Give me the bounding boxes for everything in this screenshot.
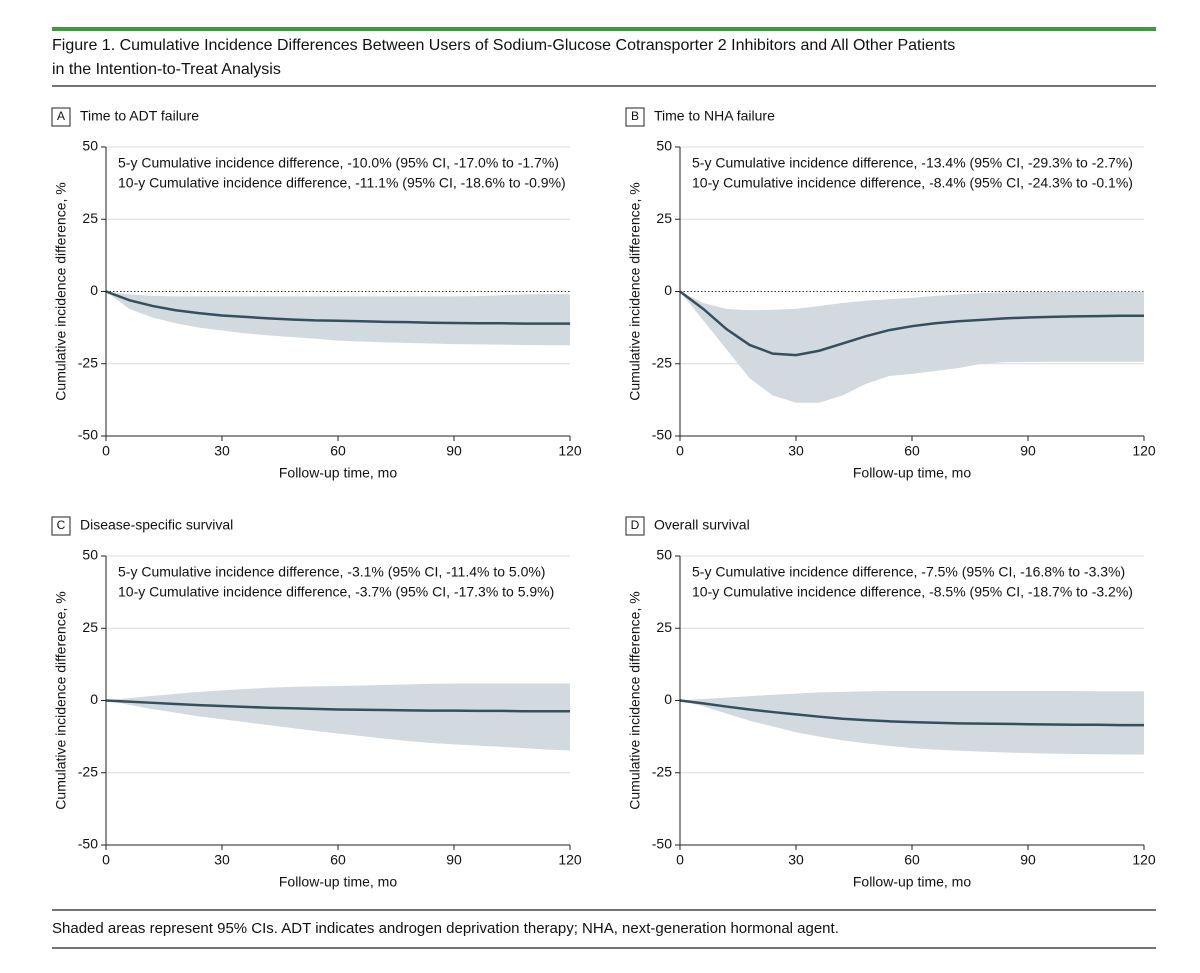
x-tick-label: 60 — [330, 443, 346, 459]
x-tick-label: 120 — [558, 443, 582, 459]
x-tick-label: 60 — [330, 852, 346, 868]
y-tick-label: 50 — [82, 138, 98, 154]
panel-title: Time to ADT failure — [80, 108, 199, 124]
panel-label: A — [57, 109, 65, 123]
panel-label: B — [631, 109, 639, 123]
figure-title: Figure 1. Cumulative Incidence Differenc… — [52, 37, 955, 54]
y-tick-label: -25 — [652, 763, 672, 779]
x-tick-label: 60 — [904, 443, 920, 459]
annotation: 5-y Cumulative incidence difference, -13… — [692, 155, 1133, 171]
ci-band — [106, 683, 570, 751]
panel-title: Time to NHA failure — [654, 108, 775, 124]
x-tick-label: 30 — [788, 443, 804, 459]
x-tick-label: 0 — [102, 443, 110, 459]
panel-label-box — [625, 516, 645, 536]
x-tick-label: 60 — [904, 852, 920, 868]
figure-title: in the Intention-to-Treat Analysis — [52, 61, 281, 78]
y-axis-label: Cumulative incidence difference, % — [53, 591, 69, 809]
x-tick-label: 90 — [446, 443, 462, 459]
y-tick-label: 25 — [82, 210, 98, 226]
y-axis-label: Cumulative incidence difference, % — [627, 591, 643, 809]
estimate-line — [679, 699, 1144, 727]
x-tick-label: 90 — [1020, 443, 1036, 459]
y-tick-label: -25 — [78, 354, 98, 370]
annotation: 10-y Cumulative incidence difference, -8… — [692, 584, 1133, 600]
y-tick-label: 0 — [664, 282, 672, 298]
x-tick-label: 120 — [1132, 852, 1156, 868]
x-axis-label: Follow-up time, mo — [279, 465, 397, 481]
y-tick-label: 50 — [656, 138, 672, 154]
y-tick-label: 50 — [656, 547, 672, 563]
x-tick-label: 0 — [676, 852, 684, 868]
y-tick-label: 25 — [656, 619, 672, 635]
y-tick-label: -25 — [652, 354, 672, 370]
panel-label: C — [57, 518, 66, 532]
y-tick-label: 25 — [656, 210, 672, 226]
estimate-line — [679, 290, 1144, 357]
panel-title: Overall survival — [654, 517, 750, 533]
panel-title: Disease-specific survival — [80, 517, 233, 533]
x-axis-label: Follow-up time, mo — [279, 874, 397, 890]
annotation: 10-y Cumulative incidence difference, -8… — [692, 175, 1133, 191]
y-tick-label: 0 — [90, 282, 98, 298]
y-axis-label: Cumulative incidence difference, % — [627, 182, 643, 400]
annotation: 5-y Cumulative incidence difference, -3.… — [118, 564, 545, 580]
panel-label-box — [51, 516, 71, 536]
annotation: 10-y Cumulative incidence difference, -3… — [118, 584, 554, 600]
y-tick-label: 25 — [82, 619, 98, 635]
x-tick-label: 30 — [788, 852, 804, 868]
annotation: 10-y Cumulative incidence difference, -1… — [118, 175, 566, 191]
estimate-line — [105, 290, 570, 325]
panel-label: D — [631, 518, 640, 532]
x-tick-label: 120 — [558, 852, 582, 868]
panel-label-box — [625, 107, 645, 127]
x-tick-label: 30 — [214, 852, 230, 868]
estimate-line — [105, 699, 570, 713]
panel-label-box — [51, 107, 71, 127]
annotation: 5-y Cumulative incidence difference, -10… — [118, 155, 559, 171]
ci-band — [680, 291, 1144, 403]
y-axis-label: Cumulative incidence difference, % — [53, 182, 69, 400]
y-tick-label: -25 — [78, 763, 98, 779]
x-axis-label: Follow-up time, mo — [853, 874, 971, 890]
x-tick-label: 90 — [1020, 852, 1036, 868]
y-tick-label: 0 — [664, 691, 672, 707]
annotation: 5-y Cumulative incidence difference, -7.… — [692, 564, 1125, 580]
x-tick-label: 120 — [1132, 443, 1156, 459]
top-bar — [52, 27, 1156, 31]
y-tick-label: -50 — [78, 836, 98, 852]
y-tick-label: -50 — [652, 427, 672, 443]
y-tick-label: 0 — [90, 691, 98, 707]
y-tick-label: -50 — [78, 427, 98, 443]
x-tick-label: 0 — [676, 443, 684, 459]
ci-band — [106, 291, 570, 346]
footnote: Shaded areas represent 95% CIs. ADT indi… — [52, 920, 839, 937]
x-tick-label: 0 — [102, 852, 110, 868]
x-tick-label: 90 — [446, 852, 462, 868]
x-axis-label: Follow-up time, mo — [853, 465, 971, 481]
x-tick-label: 30 — [214, 443, 230, 459]
y-tick-label: -50 — [652, 836, 672, 852]
y-tick-label: 50 — [82, 547, 98, 563]
